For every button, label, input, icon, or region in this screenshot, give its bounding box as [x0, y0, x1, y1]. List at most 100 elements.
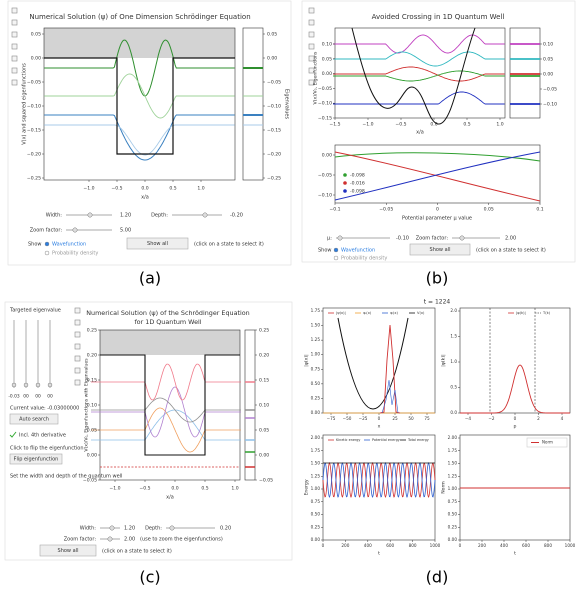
radio [333, 255, 339, 261]
x-tick-label: 0 [459, 543, 462, 548]
label: Probability density [52, 251, 98, 257]
y-tick-label: 0.75 [448, 499, 458, 504]
slider-knob [109, 525, 115, 531]
y-tick-label: 0.20 [87, 353, 97, 359]
x-tick-label: 1.0 [197, 186, 204, 192]
y-tick-label: −0.05 [27, 80, 41, 86]
label: Wavefunction [341, 248, 375, 254]
legend-label: -0.098 [350, 173, 365, 179]
y-tick-label: 0.25 [311, 395, 321, 400]
toolbar-icon [74, 343, 81, 350]
y-tick-label: 0.50 [311, 512, 321, 517]
legend-dot [343, 173, 347, 177]
x-tick-label: 0 [322, 543, 325, 548]
x-tick-label: 600 [522, 543, 530, 548]
wavefunction [91, 397, 241, 423]
caption: (c) [139, 568, 160, 587]
wavefunction [333, 51, 505, 67]
eigen-frame [242, 27, 264, 181]
title: Avoided Crossing in 1D Quantum Well [372, 13, 505, 21]
x-tick-label: 800 [544, 543, 552, 548]
potential [100, 354, 240, 456]
y-tick-label: 0.05 [267, 32, 277, 38]
button[interactable] [9, 413, 59, 425]
x-tick-label: 75 [424, 416, 430, 421]
potential [44, 57, 235, 155]
x-tick-label: 0.0 [171, 486, 178, 492]
x-label: x/a [416, 130, 424, 136]
x-tick-label: −1.0 [83, 186, 94, 192]
slider-knob [11, 382, 17, 388]
label: Wavefunction [52, 242, 86, 248]
wavepacket [381, 379, 399, 414]
y-tick-label: −0.25 [27, 176, 41, 182]
button[interactable] [409, 243, 471, 256]
barrier [44, 28, 235, 58]
toolbar-icon [11, 43, 18, 50]
legend-label: V(x) [417, 311, 425, 315]
label: Show [318, 248, 332, 254]
toolbar-icon [74, 379, 81, 386]
y-tick-label: −0.25 [267, 176, 281, 182]
button[interactable] [9, 453, 63, 465]
x-tick-label: 50 [408, 416, 414, 421]
y-tick-label: −0.15 [318, 116, 332, 122]
y-tick-label: 0.05 [259, 428, 269, 434]
slider-knob [337, 235, 343, 241]
legend-label: -0.098 [350, 189, 365, 195]
wavefunction [460, 364, 570, 414]
label: 5.00 [120, 228, 131, 234]
wavefunction [91, 363, 241, 401]
label: Zoom factor: [64, 537, 97, 543]
y-tick-label: 1.50 [311, 323, 321, 328]
y-tick-label: 0.20 [259, 353, 269, 359]
y2-label: Eigenvalues [284, 89, 290, 120]
y-label: |ψ(x)| [304, 354, 310, 366]
potential-energy [322, 462, 436, 498]
label: Width: [46, 213, 63, 219]
y-tick-label: 0.00 [543, 72, 553, 78]
wavefunction [333, 70, 505, 82]
label: Current value: -0.03000000 [10, 406, 79, 412]
slider-knob [107, 536, 113, 542]
button[interactable] [126, 237, 189, 250]
button[interactable] [39, 544, 97, 557]
label: Zoom factor: [416, 236, 449, 242]
slider-knob [202, 212, 208, 218]
x-tick-label: −2 [488, 416, 495, 421]
x-tick-label: −0.5 [395, 122, 406, 128]
y-tick-label: 0.10 [543, 42, 553, 48]
legend-label: -0.016 [350, 181, 365, 187]
y-tick-label: 0.05 [31, 32, 41, 38]
panel [301, 0, 576, 263]
barrier [100, 330, 240, 355]
x-tick-label: 0.5 [169, 186, 176, 192]
x-tick-label: 1000 [565, 543, 576, 548]
label: Zoom factor: [30, 228, 63, 234]
toolbar-icon [11, 79, 18, 86]
x-tick-label: 200 [478, 543, 486, 548]
legend-label: ψᵢ(x) [390, 311, 399, 315]
check-icon [9, 431, 17, 438]
potential [337, 317, 409, 410]
y-label: V(x)/V₀, Eigenfunctions with Eigenvalues [84, 358, 90, 452]
y-tick-label: 1.75 [311, 448, 321, 453]
crossing-curve [334, 152, 541, 162]
legend-label: Norm [542, 440, 553, 445]
y-tick-label: −0.05 [83, 478, 97, 484]
legend-dot [343, 181, 347, 185]
y-tick-label: −0.10 [267, 104, 281, 110]
x-tick-label: −75 [327, 416, 336, 421]
x-tick-label: 0 [514, 416, 517, 421]
label: 00 [23, 394, 29, 400]
slider-knob [35, 382, 41, 388]
toolbar-icon [308, 7, 315, 14]
x-tick-label: −25 [359, 416, 368, 421]
label: 2.00 [124, 537, 135, 543]
title: Numerical Solution (ψ) of One Dimension … [29, 13, 250, 21]
x-tick-label: 1000 [430, 543, 441, 548]
title: t = 1224 [424, 299, 451, 306]
y-tick-label: 0.05 [87, 428, 97, 434]
y-tick-label: 2.00 [311, 435, 321, 440]
